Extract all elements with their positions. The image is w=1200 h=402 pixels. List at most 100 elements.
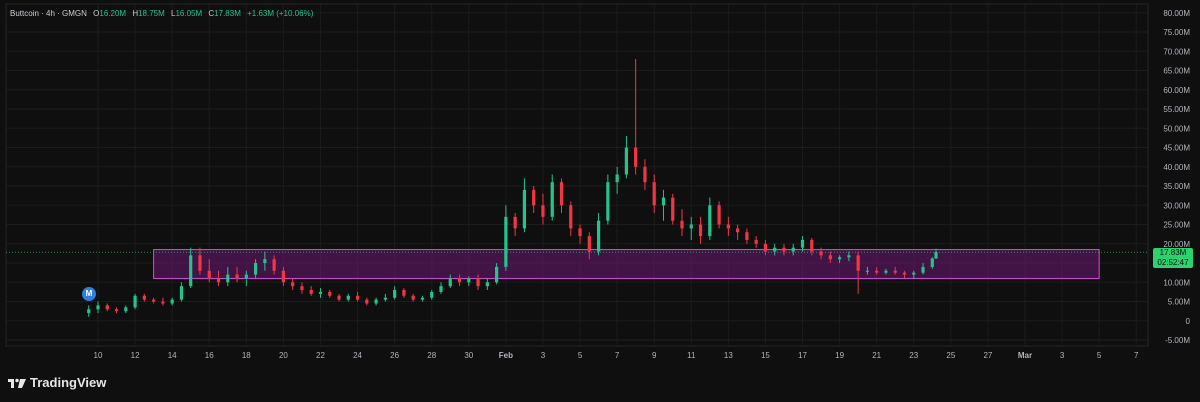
candle-body — [838, 257, 842, 260]
y-tick-label: 50.00M — [1163, 124, 1190, 133]
candle-body — [161, 301, 165, 304]
x-tick-label: 5 — [1097, 351, 1102, 360]
candle-body — [875, 270, 879, 273]
open-value: 16.20M — [99, 9, 127, 18]
close-value: 17.83M — [214, 9, 241, 18]
candle-body — [495, 266, 499, 283]
support-zone — [153, 249, 1100, 279]
candle-body — [476, 278, 480, 287]
y-tick-label: 40.00M — [1163, 163, 1190, 172]
candle-body — [485, 282, 489, 287]
candle-body — [587, 236, 591, 252]
y-tick-label: 20.00M — [1163, 240, 1190, 249]
candle-body — [142, 295, 146, 300]
candle-body — [430, 291, 434, 298]
y-tick-label: 65.00M — [1163, 67, 1190, 76]
candle-body — [791, 247, 795, 252]
candle-body — [782, 247, 786, 252]
candle-body — [810, 239, 814, 252]
x-tick-label: 7 — [615, 351, 620, 360]
candle-body — [578, 228, 582, 237]
x-tick-label: 9 — [652, 351, 657, 360]
candle-body — [569, 205, 573, 229]
x-tick-label: Mar — [1018, 351, 1032, 360]
candle-body — [355, 295, 360, 300]
event-marker[interactable]: M — [82, 287, 96, 301]
x-tick-label: 18 — [242, 351, 251, 360]
x-tick-label: 22 — [316, 351, 325, 360]
x-tick-label: 23 — [909, 351, 918, 360]
candle-body — [272, 259, 276, 271]
candle-body — [828, 255, 832, 260]
x-tick-label: 25 — [946, 351, 955, 360]
high-label: H — [132, 9, 139, 18]
candle-body — [152, 299, 156, 302]
last-price-tag: 17.83M 02:52:47 — [1153, 248, 1193, 268]
candle-body — [856, 255, 860, 271]
candle-body — [328, 291, 332, 296]
y-tick-label: 70.00M — [1163, 47, 1190, 56]
candle-body — [819, 251, 823, 256]
candle-body — [170, 299, 174, 304]
x-tick-label: 14 — [168, 351, 177, 360]
candle-body — [318, 291, 323, 294]
tradingview-logo-icon — [8, 378, 26, 388]
candle-body — [207, 270, 211, 279]
low-value: 16.05M — [175, 9, 203, 18]
candle-body — [865, 270, 870, 272]
x-tick-label: 28 — [427, 351, 436, 360]
x-tick-label: 17 — [798, 351, 807, 360]
candle-body — [615, 174, 619, 183]
bar-countdown: 02:52:47 — [1157, 258, 1189, 267]
x-tick-label: Feb — [499, 351, 513, 360]
change-value: +1.63M (+10.06%) — [247, 9, 314, 18]
candle-body — [689, 224, 693, 229]
candle-body — [606, 182, 610, 221]
candle-body — [745, 232, 749, 240]
last-price-value: 17.83M — [1159, 248, 1187, 257]
symbol-label[interactable]: Buttcoin · 4h · GMGN — [10, 9, 87, 18]
candle-body — [189, 255, 193, 287]
candle-body — [717, 205, 721, 225]
x-tick-label: 11 — [687, 351, 696, 360]
candle-body — [708, 205, 712, 237]
open-label: O — [93, 9, 100, 18]
candle-body — [402, 290, 406, 296]
candle-body — [420, 297, 425, 300]
candle-body — [87, 309, 91, 314]
candle-body — [383, 297, 387, 300]
candle-body — [504, 216, 508, 267]
candle-body — [698, 224, 703, 237]
candle-body — [624, 147, 628, 175]
tradingview-brand[interactable]: TradingView — [8, 375, 106, 390]
x-tick-label: 26 — [390, 351, 399, 360]
candle-body — [884, 270, 888, 273]
x-tick-label: 10 — [94, 351, 103, 360]
candle-body — [226, 274, 230, 283]
y-tick-label: 10.00M — [1163, 278, 1190, 287]
candle-body — [467, 278, 471, 283]
x-tick-label: 12 — [131, 351, 140, 360]
candle-body — [365, 299, 369, 304]
x-tick-label: 5 — [578, 351, 583, 360]
plot-border — [5, 3, 1149, 347]
candle-body — [179, 286, 184, 300]
candle-body — [634, 147, 638, 167]
candle-body — [652, 182, 656, 206]
x-tick-label: 15 — [761, 351, 770, 360]
candle-body — [921, 266, 925, 273]
candle-body — [105, 305, 109, 310]
candle-body — [754, 239, 758, 244]
x-tick-label: 30 — [464, 351, 473, 360]
candle-body — [671, 197, 675, 221]
candle-body — [133, 295, 137, 308]
candle-body — [198, 255, 202, 271]
y-tick-label: 80.00M — [1163, 9, 1190, 18]
y-tick-label: 5.00M — [1168, 298, 1191, 307]
y-tick-label: -5.00M — [1165, 336, 1190, 345]
y-tick-label: 45.00M — [1163, 144, 1190, 153]
candle-body — [643, 166, 647, 183]
y-tick-label: 25.00M — [1163, 221, 1190, 230]
